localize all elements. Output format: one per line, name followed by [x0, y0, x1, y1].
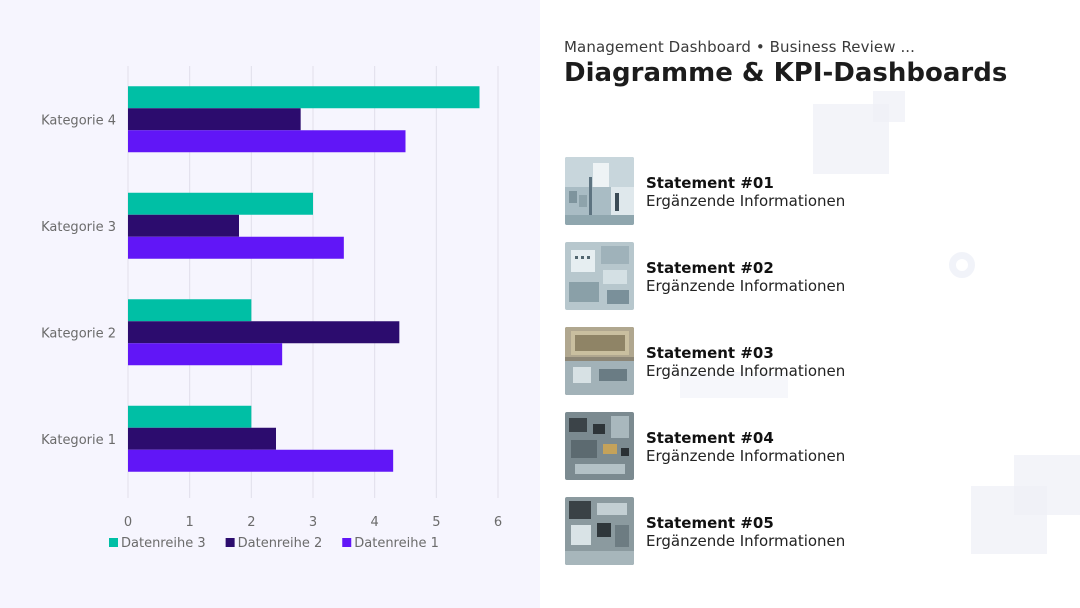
x-tick-label: 3	[309, 515, 317, 530]
legend-swatch	[225, 538, 235, 547]
bar-datenreihe-3	[128, 299, 252, 322]
bar-datenreihe-1	[128, 449, 394, 472]
category-label: Kategorie 4	[41, 113, 116, 128]
decorative-square	[873, 91, 905, 122]
statement-title: Statement #05	[646, 514, 774, 532]
legend-swatch	[342, 538, 352, 547]
circuit-board-image	[565, 412, 634, 480]
category-label: Kategorie 3	[41, 220, 116, 235]
statement-item: Statement #02 Ergänzende Informationen	[565, 242, 1045, 310]
bar-datenreihe-2	[128, 214, 239, 237]
circuit-board-image	[565, 497, 634, 565]
x-tick-label: 5	[432, 515, 440, 530]
x-tick-label: 4	[371, 515, 379, 530]
statement-text: Statement #01 Ergänzende Informationen	[646, 174, 845, 210]
decorative-square	[680, 372, 788, 398]
bar-chart: 0 1 2 3 4 5 6 Kategorie 1 Kategorie 2 Kategorie 3…	[41, 66, 502, 551]
bar-datenreihe-2	[128, 108, 301, 131]
statement-text: Statement #04 Ergänzende Informationen	[646, 429, 845, 465]
x-tick-label: 2	[247, 515, 255, 530]
x-tick-label: 1	[186, 515, 194, 530]
x-tick-label: 0	[124, 515, 132, 530]
bar-datenreihe-1	[128, 130, 406, 153]
circuit-board-image	[565, 242, 634, 310]
decorative-square	[1014, 455, 1080, 515]
legend-label: Datenreihe 1	[354, 536, 439, 551]
bar-datenreihe-3	[128, 86, 480, 109]
slide-title: Diagramme & KPI-Dashboards	[564, 58, 1008, 88]
category-label: Kategorie 2	[41, 326, 116, 341]
statement-subtitle: Ergänzende Informationen	[646, 192, 846, 210]
statement-subtitle: Ergänzende Informationen	[646, 447, 846, 465]
decorative-ring	[949, 252, 975, 278]
slide-subtitle: Management Dashboard • Business Review .…	[564, 38, 916, 56]
processor-chip-image	[565, 327, 634, 395]
legend-label: Datenreihe 3	[121, 536, 206, 551]
category-label: Kategorie 1	[41, 433, 116, 448]
bar-datenreihe-2	[128, 321, 400, 344]
bar-datenreihe-1	[128, 343, 283, 366]
statement-title: Statement #03	[646, 344, 774, 362]
bar-datenreihe-3	[128, 405, 252, 428]
slide-header: Management Dashboard • Business Review .…	[564, 38, 1064, 88]
statement-item: Statement #05 Ergänzende Informationen	[565, 497, 1045, 565]
statement-item: Statement #03 Ergänzende Informationen	[565, 327, 1045, 395]
statement-title: Statement #04	[646, 429, 774, 447]
statement-item: Statement #04 Ergänzende Informationen	[565, 412, 1045, 480]
statement-text: Statement #05 Ergänzende Informationen	[646, 514, 845, 550]
statement-subtitle: Ergänzende Informationen	[646, 362, 846, 380]
statement-text: Statement #03 Ergänzende Informationen	[646, 344, 845, 380]
statement-subtitle: Ergänzende Informationen	[646, 532, 846, 550]
bar-datenreihe-1	[128, 236, 344, 259]
statement-title: Statement #02	[646, 259, 774, 277]
legend-swatch	[109, 538, 118, 547]
statement-subtitle: Ergänzende Informationen	[646, 277, 846, 295]
bar-datenreihe-3	[128, 192, 313, 215]
legend-label: Datenreihe 2	[238, 536, 323, 551]
statement-text: Statement #02 Ergänzende Informationen	[646, 259, 845, 295]
bar-datenreihe-2	[128, 427, 276, 450]
statement-title: Statement #01	[646, 174, 774, 192]
statement-item: Statement #01 Ergänzende Informationen	[565, 157, 1045, 225]
circuit-board-image	[565, 157, 634, 225]
x-tick-label: 6	[494, 515, 502, 530]
